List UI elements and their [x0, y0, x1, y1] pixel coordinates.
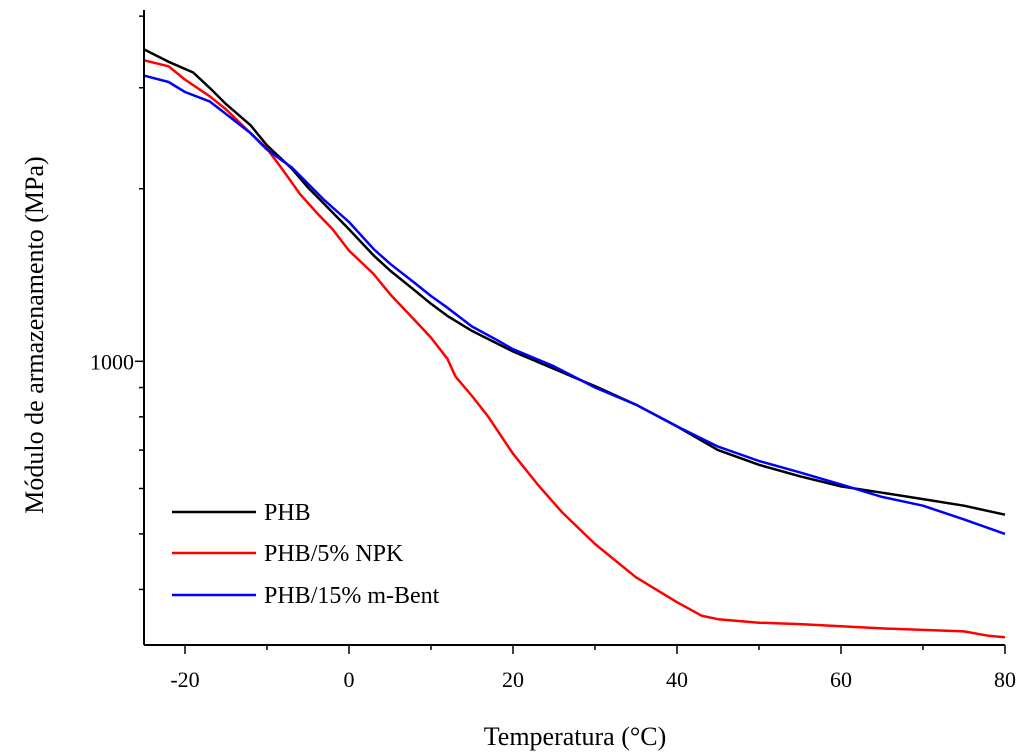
legend-label-phb-npk: PHB/5% NPK	[264, 541, 404, 567]
x-axis-title: Temperatura (°C)	[484, 722, 667, 751]
series-line	[143, 74, 1006, 536]
y-axis-title: Módulo de armazenamento (MPa)	[20, 156, 49, 513]
y-axis: 1000	[90, 10, 145, 645]
legend-label-phb: PHB	[264, 500, 311, 526]
series-lines	[143, 48, 1006, 639]
x-tick-label: 0	[344, 667, 355, 692]
x-tick-label: 60	[830, 667, 852, 692]
x-axis: -20 0 20 40 60 80	[144, 644, 1016, 692]
x-tick-label: -20	[170, 667, 199, 692]
legend: PHB PHB/5% NPK PHB/15% m-Bent	[172, 500, 440, 609]
x-tick-label: 80	[994, 667, 1016, 692]
series-line	[143, 48, 1006, 516]
x-tick-label: 20	[502, 667, 524, 692]
x-tick-label: 40	[666, 667, 688, 692]
y-tick-label: 1000	[90, 349, 134, 374]
legend-label-phb-mbent: PHB/15% m-Bent	[264, 583, 440, 609]
